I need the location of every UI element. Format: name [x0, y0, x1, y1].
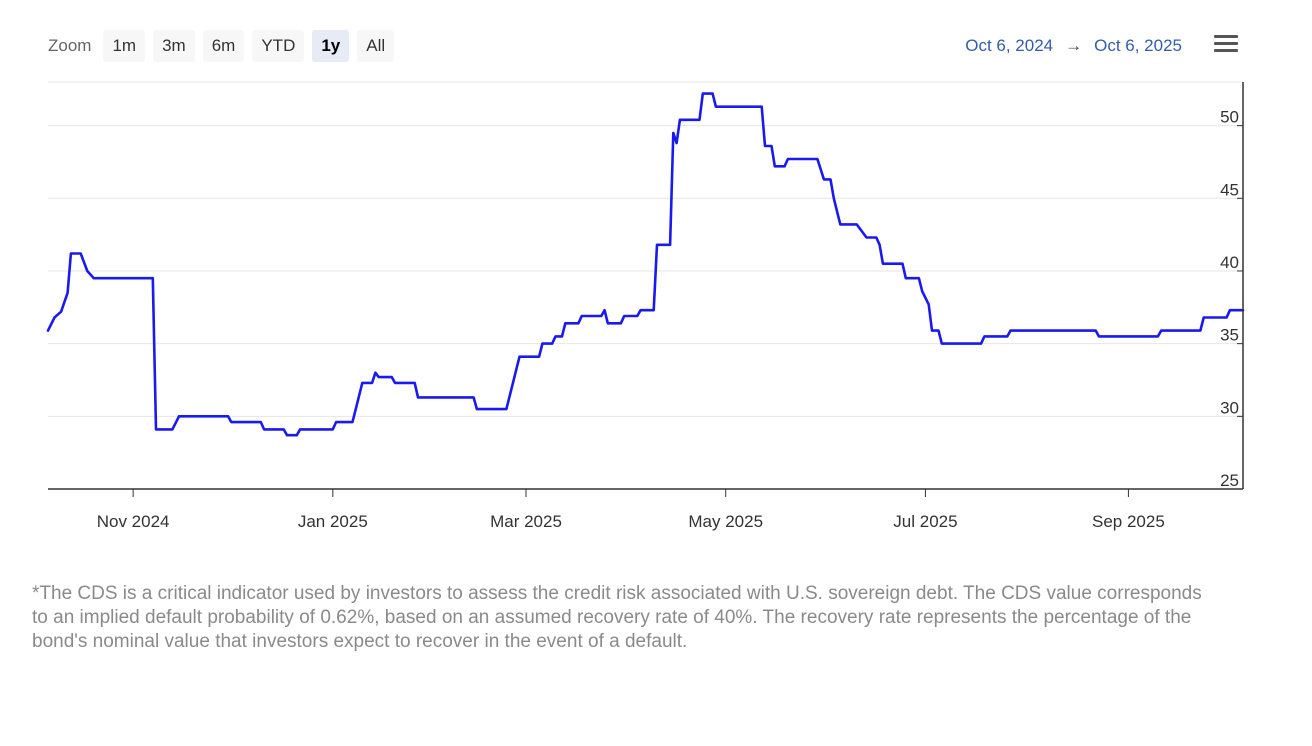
- axes: [48, 82, 1244, 497]
- x-tick-label: Mar 2025: [490, 512, 562, 531]
- grid-lines: [48, 81, 1243, 417]
- hamburger-menu-icon[interactable]: [1214, 35, 1238, 55]
- y-tick-label: 45: [1220, 180, 1239, 199]
- zoom-all-button[interactable]: All: [357, 30, 395, 62]
- range-to-input[interactable]: Oct 6, 2025: [1094, 36, 1182, 55]
- cds-line-chart: 25 30 35 40 45 50 Nov 2024 Jan 2025 Mar 2025 May …: [46, 81, 1245, 531]
- x-tick-label: Nov 2024: [97, 512, 170, 531]
- y-tick-label: 40: [1220, 253, 1239, 272]
- zoom-6m-button[interactable]: 6m: [202, 30, 245, 62]
- y-tick-label: 25: [1220, 471, 1239, 490]
- x-tick-label: May 2025: [688, 512, 763, 531]
- menu-bar: [1214, 42, 1238, 45]
- series-layer: [46, 92, 1245, 437]
- zoom-1m-button[interactable]: 1m: [103, 30, 146, 62]
- zoom-1y-button[interactable]: 1y: [312, 30, 350, 62]
- zoom-toolbar: Zoom 1m 3m 6m YTD 1y All: [48, 30, 395, 62]
- x-tick-label: Jan 2025: [298, 512, 368, 531]
- zoom-3m-button[interactable]: 3m: [153, 30, 195, 62]
- zoom-ytd-button[interactable]: YTD: [252, 30, 305, 62]
- range-arrow: →: [1065, 36, 1083, 55]
- menu-bar: [1214, 49, 1238, 52]
- y-tick-label: 50: [1220, 108, 1239, 127]
- zoom-label: Zoom: [48, 36, 92, 55]
- date-range: Oct 6, 2024 → Oct 6, 2025: [965, 36, 1182, 56]
- y-tick-label: 35: [1220, 326, 1239, 345]
- x-tick-label: Sep 2025: [1092, 512, 1165, 531]
- y-tick-label: 30: [1220, 398, 1239, 417]
- cds-footnote: *The CDS is a critical indicator used by…: [32, 583, 1202, 652]
- range-from-input[interactable]: Oct 6, 2024: [965, 36, 1054, 55]
- menu-bar: [1214, 35, 1238, 38]
- x-tick-label: Jul 2025: [893, 512, 957, 531]
- tick-labels: 25 30 35 40 45 50 Nov 2024 Jan 2025 Mar 2025 May …: [97, 108, 1239, 531]
- cds-series-line: [46, 92, 1245, 437]
